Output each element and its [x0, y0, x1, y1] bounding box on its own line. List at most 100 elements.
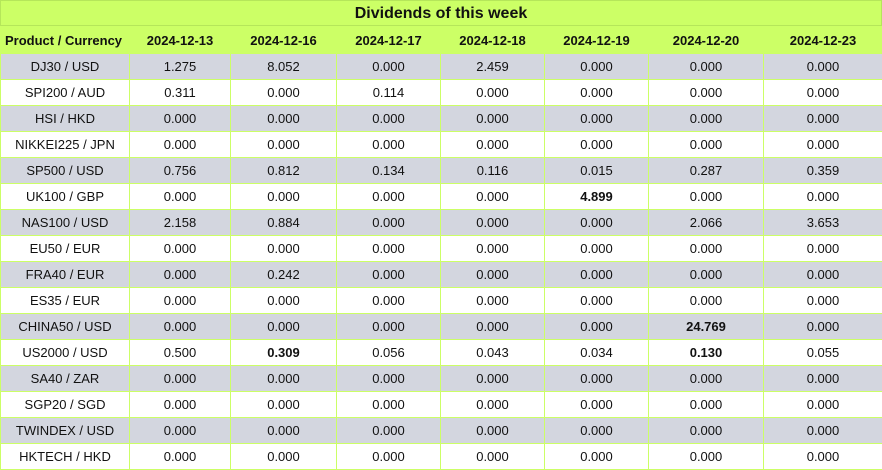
dividends-table: Product / Currency 2024-12-13 2024-12-16… — [0, 26, 882, 470]
dividend-value-cell: 0.000 — [649, 236, 764, 262]
dividend-value-cell: 0.130 — [649, 340, 764, 366]
product-cell: HSI / HKD — [1, 106, 130, 132]
dividend-value-cell: 0.000 — [337, 184, 441, 210]
dividend-value-cell: 0.000 — [545, 80, 649, 106]
dividend-value-cell: 2.459 — [441, 54, 545, 80]
dividend-value-cell: 0.000 — [130, 236, 231, 262]
dividend-value-cell: 0.000 — [764, 132, 882, 158]
dividend-value-cell: 0.000 — [764, 54, 882, 80]
dividend-value-cell: 0.000 — [231, 132, 337, 158]
dividend-value-cell: 0.000 — [337, 132, 441, 158]
dividend-value-cell: 0.000 — [231, 314, 337, 340]
dividend-value-cell: 0.756 — [130, 158, 231, 184]
dividend-value-cell: 0.056 — [337, 340, 441, 366]
dividend-value-cell: 0.000 — [441, 106, 545, 132]
column-header-date: 2024-12-20 — [649, 27, 764, 54]
product-cell: FRA40 / EUR — [1, 262, 130, 288]
dividend-value-cell: 3.653 — [764, 210, 882, 236]
dividend-value-cell: 0.000 — [441, 314, 545, 340]
dividend-value-cell: 0.000 — [337, 236, 441, 262]
dividend-value-cell: 0.000 — [649, 366, 764, 392]
dividend-value-cell: 0.000 — [231, 418, 337, 444]
dividend-value-cell: 0.000 — [337, 392, 441, 418]
dividend-value-cell: 0.015 — [545, 158, 649, 184]
dividend-value-cell: 0.000 — [337, 366, 441, 392]
dividend-value-cell: 0.000 — [130, 184, 231, 210]
dividend-value-cell: 0.000 — [130, 444, 231, 470]
dividend-value-cell: 0.000 — [130, 132, 231, 158]
dividend-value-cell: 0.000 — [545, 132, 649, 158]
table-title: Dividends of this week — [0, 0, 882, 26]
dividend-value-cell: 0.000 — [337, 288, 441, 314]
dividend-value-cell: 0.000 — [545, 366, 649, 392]
product-cell: CHINA50 / USD — [1, 314, 130, 340]
dividend-value-cell: 0.000 — [545, 236, 649, 262]
dividend-value-cell: 4.899 — [545, 184, 649, 210]
dividend-value-cell: 0.000 — [764, 392, 882, 418]
product-cell: SPI200 / AUD — [1, 80, 130, 106]
dividend-value-cell: 0.000 — [231, 366, 337, 392]
product-cell: EU50 / EUR — [1, 236, 130, 262]
dividend-value-cell: 0.309 — [231, 340, 337, 366]
dividend-value-cell: 0.000 — [231, 288, 337, 314]
dividend-value-cell: 0.000 — [441, 184, 545, 210]
product-cell: NAS100 / USD — [1, 210, 130, 236]
dividend-value-cell: 0.000 — [545, 392, 649, 418]
dividend-value-cell: 0.000 — [130, 262, 231, 288]
dividend-value-cell: 2.158 — [130, 210, 231, 236]
dividend-value-cell: 0.000 — [337, 314, 441, 340]
dividend-value-cell: 8.052 — [231, 54, 337, 80]
dividend-value-cell: 0.000 — [545, 314, 649, 340]
dividend-value-cell: 0.000 — [649, 444, 764, 470]
dividend-value-cell: 0.000 — [441, 288, 545, 314]
dividend-value-cell: 0.000 — [231, 184, 337, 210]
dividend-value-cell: 0.000 — [545, 54, 649, 80]
dividend-value-cell: 0.134 — [337, 158, 441, 184]
dividend-value-cell: 0.000 — [130, 288, 231, 314]
dividend-value-cell: 0.043 — [441, 340, 545, 366]
dividend-value-cell: 0.000 — [764, 262, 882, 288]
dividend-value-cell: 0.884 — [231, 210, 337, 236]
dividend-value-cell: 0.000 — [764, 106, 882, 132]
dividend-value-cell: 0.000 — [441, 236, 545, 262]
column-header-date: 2024-12-23 — [764, 27, 882, 54]
column-header-date: 2024-12-16 — [231, 27, 337, 54]
product-cell: HKTECH / HKD — [1, 444, 130, 470]
dividend-value-cell: 0.000 — [231, 444, 337, 470]
dividend-value-cell: 0.055 — [764, 340, 882, 366]
column-header-date: 2024-12-18 — [441, 27, 545, 54]
dividend-value-cell: 0.000 — [441, 418, 545, 444]
dividend-value-cell: 0.000 — [764, 184, 882, 210]
dividend-value-cell: 0.000 — [231, 392, 337, 418]
dividend-value-cell: 0.000 — [649, 392, 764, 418]
dividend-value-cell: 0.000 — [130, 314, 231, 340]
product-cell: US2000 / USD — [1, 340, 130, 366]
dividend-value-cell: 0.034 — [545, 340, 649, 366]
dividend-value-cell: 0.000 — [231, 106, 337, 132]
dividend-value-cell: 0.812 — [231, 158, 337, 184]
dividend-value-cell: 24.769 — [649, 314, 764, 340]
dividend-value-cell: 0.000 — [764, 236, 882, 262]
column-header-date: 2024-12-17 — [337, 27, 441, 54]
product-cell: SP500 / USD — [1, 158, 130, 184]
dividend-value-cell: 0.000 — [764, 288, 882, 314]
product-cell: SGP20 / SGD — [1, 392, 130, 418]
dividend-value-cell: 0.000 — [337, 210, 441, 236]
dividend-value-cell: 0.000 — [130, 418, 231, 444]
dividend-value-cell: 0.114 — [337, 80, 441, 106]
dividend-value-cell: 0.500 — [130, 340, 231, 366]
dividend-value-cell: 0.000 — [649, 80, 764, 106]
